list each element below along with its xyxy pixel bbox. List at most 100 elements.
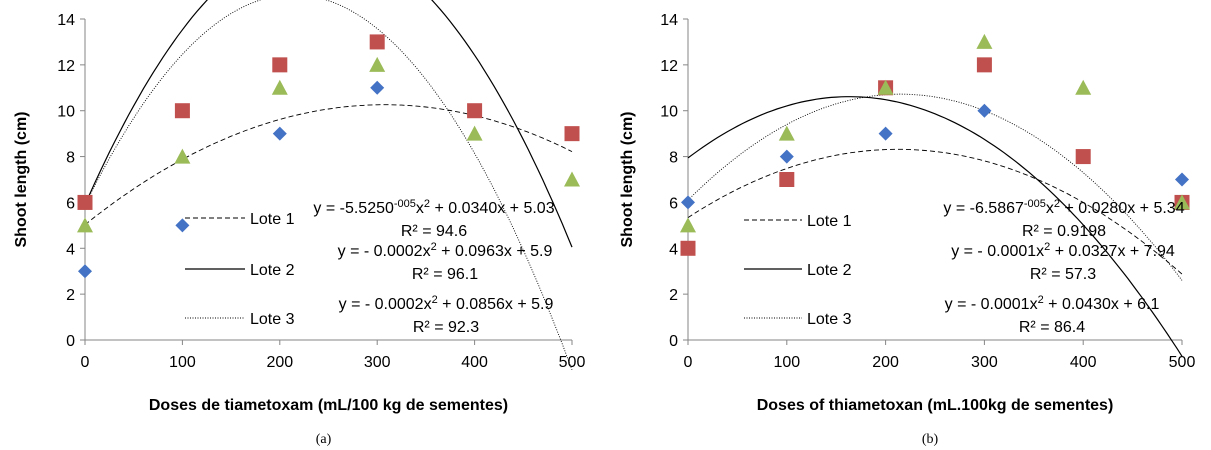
triangle-marker xyxy=(174,148,191,164)
y-axis-title: Shoot length (cm) xyxy=(13,112,30,248)
y-tick-label: 0 xyxy=(669,333,678,350)
equation-superscript: 2 xyxy=(1038,294,1044,306)
trendline-equation: y = - 0.0002x2 + 0.0963x + 5.9 xyxy=(338,241,553,260)
trendline-equation: y = - 0.0001x2 + 0.0430x + 6.1 xyxy=(945,294,1160,313)
y-tick-label: 8 xyxy=(66,150,75,167)
trendline-lote-3 xyxy=(687,93,1183,281)
x-tick-label: 300 xyxy=(364,354,391,371)
x-tick-label: 500 xyxy=(559,354,586,371)
square-marker xyxy=(77,194,93,210)
equation-part: y = - 0.0002x xyxy=(339,296,432,313)
equation-part: y = - 0.0002x xyxy=(338,243,431,260)
y-tick-label: 2 xyxy=(669,287,678,304)
square-marker xyxy=(564,126,580,142)
y-tick-label: 8 xyxy=(669,150,678,167)
square-marker xyxy=(272,57,288,73)
triangle-marker xyxy=(466,125,483,141)
x-tick-label: 100 xyxy=(169,354,196,371)
square-marker xyxy=(976,57,992,73)
diamond-marker xyxy=(878,126,893,141)
equation-part: y = - 0.0001x xyxy=(945,296,1038,313)
triangle-marker xyxy=(1174,194,1190,210)
panel-caption: (b) xyxy=(922,432,939,447)
y-tick-label: 4 xyxy=(66,241,75,258)
equation-part: + 0.0963x + 5.9 xyxy=(437,243,553,260)
trendline-lote-1 xyxy=(84,104,573,226)
legend-label-lote-3: Lote 3 xyxy=(807,311,852,328)
x-tick-label: 300 xyxy=(971,354,998,371)
y-tick-label: 10 xyxy=(57,104,75,121)
r-squared-label: R² = 92.3 xyxy=(413,319,479,336)
legend-label-lote-3: Lote 3 xyxy=(250,311,295,328)
r-squared-label: R² = 94.6 xyxy=(401,223,467,240)
triangle-marker xyxy=(564,171,580,187)
equation-part: y = -5.5250 xyxy=(313,200,394,217)
diamond-marker xyxy=(1175,172,1189,187)
y-tick-label: 12 xyxy=(57,58,75,75)
triangle-marker xyxy=(680,217,696,233)
square-marker xyxy=(174,103,190,119)
diamond-marker xyxy=(78,264,92,279)
diamond-marker xyxy=(272,126,287,141)
equation-superscript: 2 xyxy=(432,294,438,306)
square-marker xyxy=(467,103,483,119)
equation-part: x xyxy=(416,200,424,217)
trendline-lote-2 xyxy=(84,0,573,248)
r-squared-label: R² = 96.1 xyxy=(412,266,478,283)
chart-panel-a: 0 2 4 6 8 10 12 14 0 100 200 300 400 500 Doses de tiam… xyxy=(0,0,605,450)
equation-superscript: 2 xyxy=(431,241,437,253)
y-tick-label: 4 xyxy=(669,241,678,258)
diamond-marker xyxy=(977,103,992,118)
trendline-equation: y = - 0.0001x2 + 0.0327x + 7.94 xyxy=(951,241,1175,260)
trendline-equation: y = -6.5867-005x2 + 0.0280x + 5.34 xyxy=(943,198,1184,217)
legend-label-lote-1: Lote 1 xyxy=(807,213,852,230)
x-tick-label: 500 xyxy=(1169,354,1196,371)
y-tick-label: 0 xyxy=(66,333,75,350)
chart-b-svg: 0 2 4 6 8 10 12 14 0 100 200 300 400 500 Doses of thia… xyxy=(619,12,1196,447)
chart-a-svg: 0 2 4 6 8 10 12 14 0 100 200 300 400 500 Doses de tiam… xyxy=(13,0,586,447)
equation-part: y = - 0.0001x xyxy=(951,243,1044,260)
legend-label-lote-1: Lote 1 xyxy=(250,211,295,228)
triangle-marker xyxy=(1075,79,1092,95)
r-squared-label: R² = 86.4 xyxy=(1019,319,1085,336)
y-tick-label: 6 xyxy=(669,195,678,212)
square-marker xyxy=(369,34,385,50)
trendline-lote-3 xyxy=(84,0,573,370)
x-axis-title: Doses de tiametoxam (mL/100 kg de sement… xyxy=(149,397,508,414)
triangle-marker xyxy=(778,125,795,141)
y-tick-label: 10 xyxy=(660,104,678,121)
x-tick-label: 100 xyxy=(773,354,800,371)
trendline-lote-2 xyxy=(687,96,1183,357)
equation-part: + 0.0430x + 6.1 xyxy=(1044,296,1160,313)
equation-part: x xyxy=(1046,200,1054,217)
square-marker xyxy=(779,172,795,187)
equation-superscript: 2 xyxy=(424,198,430,210)
x-tick-label: 400 xyxy=(1070,354,1097,371)
equation-part: + 0.0340x + 5.03 xyxy=(430,200,555,217)
equation-superscript: 2 xyxy=(1044,241,1050,253)
triangle-marker xyxy=(976,33,993,49)
x-tick-label: 200 xyxy=(872,354,899,371)
y-tick-label: 12 xyxy=(660,58,678,75)
y-tick-label: 14 xyxy=(57,12,75,29)
equation-part: y = -6.5867 xyxy=(943,200,1024,217)
x-axis-title: Doses of thiametoxan (mL.100kg de sement… xyxy=(757,397,1114,414)
diamond-marker xyxy=(681,195,695,210)
equation-superscript: -005 xyxy=(1024,198,1046,210)
triangle-marker xyxy=(369,56,386,72)
y-axis-title: Shoot length (cm) xyxy=(619,112,636,248)
equation-superscript: -005 xyxy=(394,198,416,210)
diamond-marker xyxy=(779,149,794,164)
diamond-marker xyxy=(370,80,385,95)
triangle-marker xyxy=(77,217,93,233)
trendline-equation: y = -5.5250-005x2 + 0.0340x + 5.03 xyxy=(313,198,554,217)
equation-part: + 0.0856x + 5.9 xyxy=(438,296,554,313)
diamond-marker xyxy=(175,218,190,233)
x-tick-label: 0 xyxy=(684,354,693,371)
legend-label-lote-2: Lote 2 xyxy=(250,262,295,279)
y-tick-label: 2 xyxy=(66,287,75,304)
equation-part: + 0.0327x + 7.94 xyxy=(1050,243,1175,260)
y-tick-label: 14 xyxy=(660,12,678,29)
legend-label-lote-2: Lote 2 xyxy=(807,262,852,279)
square-marker xyxy=(680,240,696,256)
